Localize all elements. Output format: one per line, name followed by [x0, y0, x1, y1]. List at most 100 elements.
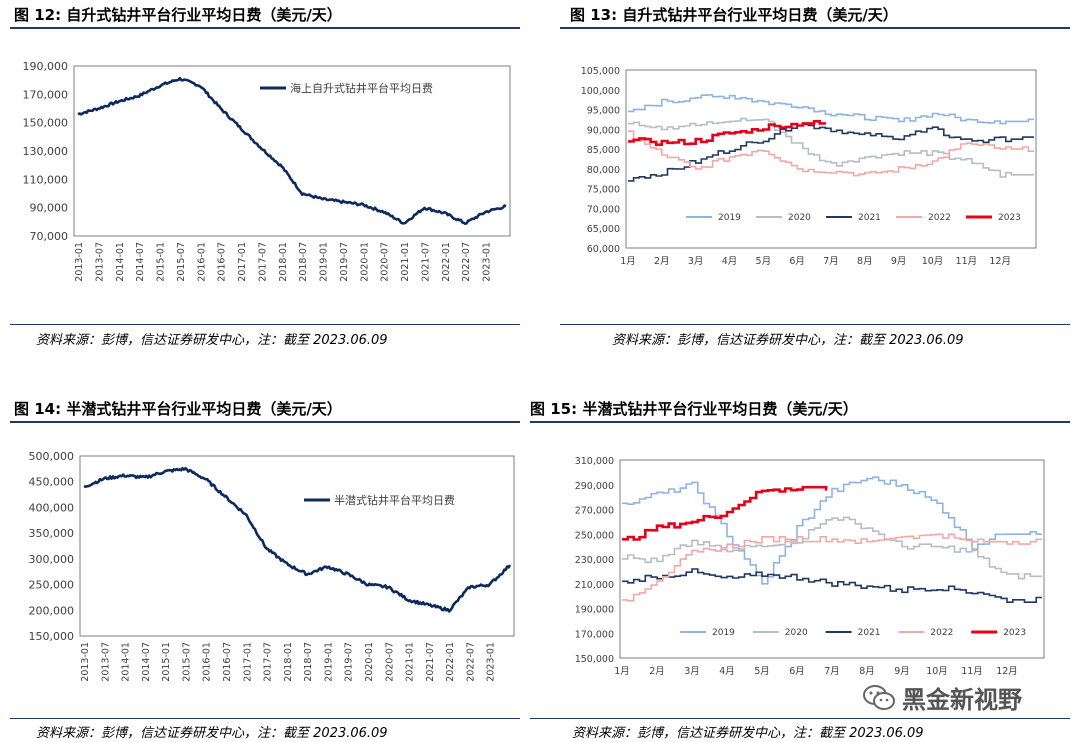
y-tick-label: 130,000 [23, 145, 69, 158]
y-tick-label: 85,000 [587, 145, 620, 156]
x-tick-label: 2022-01 [445, 642, 456, 682]
y-tick-label: 290,000 [575, 481, 614, 492]
y-tick-label: 65,000 [587, 224, 620, 235]
series-line-2020 [628, 117, 1034, 178]
x-tick-label: 2016-07 [217, 242, 228, 282]
x-tick-label: 9月 [891, 256, 907, 267]
series-line-2023 [622, 485, 828, 541]
x-tick-label: 2019-01 [323, 642, 334, 682]
source-note-12: 资料来源：彭博，信达证券研发中心，注：截至 2023.06.09 [36, 333, 388, 348]
x-tick-label: 2014-07 [141, 642, 152, 682]
series-line-2019 [628, 94, 1034, 125]
x-tick-label: 2020-01 [364, 642, 375, 682]
x-tick-label: 2017-07 [263, 642, 274, 682]
chart-14-semisub-dayrate: 150,000 200,000 250,000 300,000 350,000 400,0… [29, 450, 515, 682]
y-tick-label: 250,000 [575, 530, 614, 541]
chart-title-13: 图 13: 自升式钻井平台行业平均日费（美元/天） [570, 6, 898, 24]
x-tick-label: 2019-07 [344, 642, 355, 682]
plot-frame [619, 459, 1045, 659]
x-tick-label: 2016-07 [222, 642, 233, 682]
legend-label: 2020 [788, 213, 811, 223]
x-tick-label: 11月 [961, 666, 983, 677]
x-tick-label: 2016-01 [196, 242, 207, 282]
y-tick-label: 500,000 [29, 450, 75, 463]
source-note-15: 资料来源：彭博，信达证券研发中心，注：截至 2023.06.09 [572, 726, 924, 741]
y-tick-label: 150,000 [23, 117, 69, 130]
legend-label: 2020 [785, 628, 808, 638]
x-tick-label: 1月 [614, 666, 630, 677]
x-tick-label: 12月 [989, 256, 1011, 267]
x-tick-label: 2013-07 [100, 642, 111, 682]
x-tick-label: 2015-01 [161, 642, 172, 682]
watermark-text: 黑金新视野 [902, 686, 1022, 714]
x-tick-label: 9月 [894, 666, 910, 677]
y-tick-label: 250,000 [29, 579, 75, 592]
series-line-2019 [622, 476, 1042, 585]
y-tick-label: 70,000 [30, 230, 69, 243]
title-rule [10, 27, 520, 29]
legend-label: 2022 [928, 213, 951, 223]
chart-title-15: 图 15: 半潜式钻井平台行业平均日费（美元/天） [530, 400, 858, 418]
x-tick-label: 2021-07 [420, 242, 431, 282]
x-tick-label: 2014-01 [115, 242, 126, 282]
chart-title-14: 图 14: 半潜式钻井平台行业平均日费（美元/天） [14, 400, 342, 418]
legend-label: 2023 [998, 213, 1021, 223]
x-tick-label: 2018-01 [278, 242, 289, 282]
y-tick-label: 110,000 [23, 173, 69, 186]
source-note-13: 资料来源：彭博，信达证券研发中心，注：截至 2023.06.09 [612, 333, 964, 348]
x-tick-label: 6月 [789, 256, 805, 267]
legend-label: 2019 [718, 213, 741, 223]
y-tick-label: 230,000 [575, 555, 614, 566]
source-note-14: 资料来源：彭博，信达证券研发中心，注：截至 2023.06.09 [36, 726, 388, 741]
x-tick-label: 8月 [857, 256, 873, 267]
wechat-icon [863, 684, 895, 710]
legend-label: 2023 [1003, 628, 1026, 638]
y-tick-label: 100,000 [581, 86, 620, 97]
x-tick-label: 2013-01 [80, 642, 91, 682]
x-tick-label: 2018-07 [298, 242, 309, 282]
x-tick-label: 2017-01 [237, 242, 248, 282]
y-tick-label: 95,000 [587, 106, 620, 117]
x-tick-label: 2016-01 [202, 642, 213, 682]
x-tick-label: 8月 [859, 666, 875, 677]
x-tick-label: 2015-01 [156, 242, 167, 282]
plot-frame [625, 69, 1037, 249]
series-line-2023 [628, 120, 826, 146]
legend-label: 海上自升式钻井平台平均日费 [290, 81, 433, 95]
y-tick-label: 190,000 [23, 60, 69, 73]
x-tick-label: 2021-01 [405, 642, 416, 682]
watermark: 黑金新视野 [862, 680, 1022, 715]
x-tick-label: 2017-01 [242, 642, 253, 682]
title-rule [10, 421, 520, 423]
y-tick-label: 400,000 [29, 501, 75, 514]
chart-title-12: 图 12: 自升式钻井平台行业平均日费（美元/天） [14, 6, 342, 24]
y-tick-label: 80,000 [587, 165, 620, 176]
x-tick-label: 3月 [684, 666, 700, 677]
y-tick-label: 170,000 [23, 88, 69, 101]
y-tick-label: 450,000 [29, 476, 75, 489]
x-tick-label: 5月 [754, 666, 770, 677]
x-tick-label: 2013-01 [74, 242, 85, 282]
y-tick-label: 300,000 [29, 553, 75, 566]
legend-label: 2019 [712, 628, 735, 638]
series-line-2022 [622, 533, 1042, 602]
x-tick-label: 7月 [824, 666, 840, 677]
chart-12-jackup-dayrate: 70,000 90,000 110,000 130,000 150,000 170,000… [23, 60, 511, 282]
series-line [83, 467, 512, 613]
legend-label: 2022 [930, 628, 953, 638]
x-tick-label: 10月 [926, 666, 948, 677]
y-tick-label: 60,000 [587, 244, 620, 255]
x-tick-label: 2015-07 [176, 242, 187, 282]
chart-15-semisub-by-year: 150,000 170,000 190,000 210,000 230,000 250,0… [575, 456, 1045, 677]
x-tick-label: 2020-07 [384, 642, 395, 682]
x-tick-label: 2019-07 [339, 242, 350, 282]
series-line-2022 [628, 130, 1034, 177]
x-tick-label: 4月 [722, 256, 738, 267]
title-rule [560, 27, 1070, 29]
series-line-2021 [628, 123, 1034, 182]
source-rule [530, 718, 1070, 719]
y-tick-label: 105,000 [581, 66, 620, 77]
y-tick-label: 90,000 [587, 125, 620, 136]
x-tick-label: 1月 [620, 256, 636, 267]
y-tick-label: 75,000 [587, 185, 620, 196]
